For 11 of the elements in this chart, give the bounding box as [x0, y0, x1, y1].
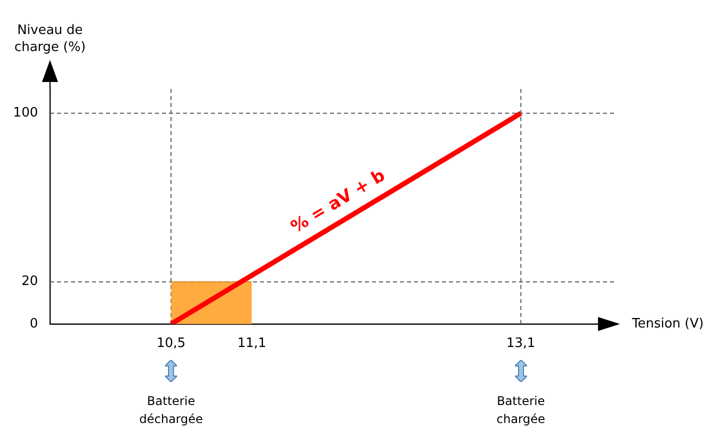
y-axis-title: Niveau de charge (%) [14, 23, 86, 55]
text: Batterie chargée [496, 394, 546, 426]
text: Batterie déchargée [139, 394, 203, 426]
y-tick-label: 0 [30, 316, 38, 332]
x-axis-title: Tension (V) [631, 316, 704, 332]
x-tick-label: 11,1 [237, 336, 266, 352]
x-tick-label: 10,5 [156, 336, 186, 352]
y-tick-label: 20 [21, 274, 38, 290]
x-tick-label: 13,1 [506, 336, 536, 352]
annotation: % = aV + b [288, 166, 389, 238]
y-tick-label: 100 [13, 106, 38, 121]
